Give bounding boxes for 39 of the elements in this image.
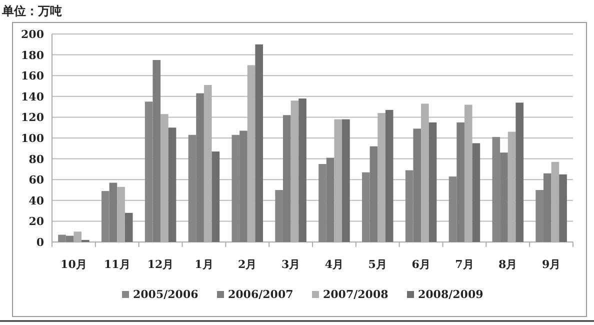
- y-tick-label: 140: [21, 90, 44, 104]
- x-tick-label: 9月: [542, 258, 561, 271]
- bar: [298, 98, 306, 242]
- bar: [428, 122, 437, 242]
- x-tick-label: 1月: [194, 258, 214, 271]
- bar: [342, 119, 350, 242]
- x-tick-label: 12月: [147, 258, 174, 271]
- y-tick-label: 60: [28, 174, 44, 187]
- legend-label: 2005/2006: [133, 288, 199, 301]
- x-tick-label: 2月: [238, 258, 257, 271]
- y-tick-label: 80: [28, 152, 44, 166]
- y-tick-label: 160: [21, 70, 44, 83]
- legend-label: 2006/2007: [228, 288, 294, 301]
- bar: [124, 212, 133, 242]
- y-axis-title: 单位：万吨: [1, 4, 62, 18]
- x-tick-label: 10月: [60, 258, 87, 271]
- y-tick-label: 180: [21, 48, 44, 62]
- bar: [255, 44, 264, 242]
- x-tick-label: 11月: [104, 258, 130, 271]
- x-tick-label: 8月: [498, 258, 518, 271]
- y-tick-label: 120: [21, 111, 44, 124]
- bar: [385, 110, 394, 242]
- x-tick-label: 5月: [368, 258, 387, 271]
- bar: [212, 152, 220, 242]
- legend-label: 2008/2009: [418, 288, 484, 301]
- bar: [516, 102, 524, 242]
- bar: [168, 128, 176, 242]
- y-tick-label: 20: [28, 215, 44, 228]
- y-tick-label: 200: [21, 28, 44, 41]
- bar: [559, 174, 567, 242]
- y-tick-label: 0: [36, 236, 44, 249]
- y-tick-label: 40: [28, 194, 44, 208]
- x-tick-label: 6月: [412, 258, 430, 271]
- x-tick-label: 4月: [324, 258, 344, 271]
- y-tick-label: 100: [21, 132, 44, 145]
- x-tick-label: 3月: [281, 258, 300, 271]
- bar: [472, 143, 480, 242]
- legend-label: 2007/2008: [323, 288, 389, 301]
- x-tick-label: 7月: [455, 258, 474, 271]
